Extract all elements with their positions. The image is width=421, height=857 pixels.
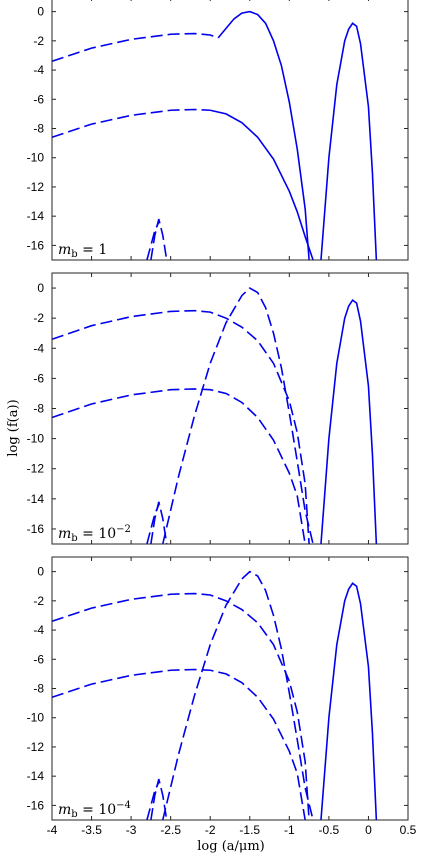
x-tick-label: -2 xyxy=(205,823,216,837)
x-tick-label: -1 xyxy=(284,823,295,837)
series-line-1-dashed xyxy=(51,592,310,821)
x-tick-label: 0 xyxy=(365,823,372,837)
y-tick-label: -10 xyxy=(27,432,45,446)
chart-panels: 0-2-4-6-8-10-12-14-16 mb = 10-2-4-6-8-10-… xyxy=(27,0,417,837)
y-tick-label: -14 xyxy=(27,209,45,223)
y-tick-label: -12 xyxy=(27,740,45,754)
x-tick-label: 0.5 xyxy=(400,823,417,837)
y-tick-label: -12 xyxy=(27,180,45,194)
panel-1-frame xyxy=(51,0,409,261)
series-line-2-dashed xyxy=(161,570,314,821)
y-tick-label: 0 xyxy=(37,565,44,579)
y-tick-label: -2 xyxy=(33,594,44,608)
y-tick-label: -12 xyxy=(27,462,45,476)
x-tick-label: -0.5 xyxy=(319,823,340,837)
series-line-3-dashed xyxy=(51,388,306,545)
y-tick-label: -8 xyxy=(33,682,44,696)
x-tick-label: -1.5 xyxy=(239,823,260,837)
y-tick-label: -2 xyxy=(33,34,44,48)
x-tick-label: -3 xyxy=(126,823,137,837)
series-line-1-dashed xyxy=(51,32,219,63)
panel-3-label: mb = 10−4 xyxy=(58,800,131,820)
series-line-4-dashed xyxy=(150,778,168,821)
series-line-6-solid xyxy=(320,298,378,545)
x-tick-label: -4 xyxy=(47,823,58,837)
y-tick-label: -8 xyxy=(33,402,44,416)
y-tick-label: -16 xyxy=(27,522,45,536)
y-tick-label: -10 xyxy=(27,711,45,725)
y-tick-label: -16 xyxy=(27,238,45,252)
y-tick-label: -6 xyxy=(33,371,44,385)
x-tick-label: -2.5 xyxy=(160,823,181,837)
y-tick-label: -14 xyxy=(27,492,45,506)
y-tick-label: -8 xyxy=(33,122,44,136)
y-tick-label: -4 xyxy=(33,341,44,355)
series-line-6-dashed xyxy=(146,221,160,261)
series-line-3-dashed xyxy=(51,108,211,139)
x-axis-label: log (a/μm) xyxy=(197,839,265,854)
panel-3: 0-2-4-6-8-10-12-14-16-4 -3.5 -3 -2.5 -2 -1.5-… xyxy=(27,556,417,837)
y-tick-label: -4 xyxy=(33,623,44,637)
series-line-4-dashed xyxy=(150,501,168,545)
x-tick-label: -3.5 xyxy=(81,823,102,837)
series-line-2-dashed xyxy=(161,287,314,545)
series-line-4-solid xyxy=(210,109,314,261)
panel-2-frame xyxy=(51,272,409,545)
series-line-5-dashed xyxy=(146,504,160,545)
panel-2: 0 -2 -4 -6 -8 -10 -12 -14 -16 mb = 10−2 xyxy=(27,272,409,545)
panel-3-curves xyxy=(51,570,378,821)
series-line-5-dashed xyxy=(150,218,168,261)
series-line-5-dashed xyxy=(146,781,160,821)
y-tick-label: -10 xyxy=(27,151,45,165)
series-line-2-solid xyxy=(217,10,310,261)
y-tick-label: -4 xyxy=(33,63,44,77)
series-line-6-solid xyxy=(320,582,378,821)
panel-2-label: mb = 10−2 xyxy=(58,524,131,544)
y-tick-label: -6 xyxy=(33,652,44,666)
panel-2-curves xyxy=(51,287,378,545)
series-line-3-dashed xyxy=(51,668,306,821)
y-tick-label: 0 xyxy=(37,5,44,19)
y-tick-label: 0 xyxy=(37,281,44,295)
y-tick-label: -6 xyxy=(33,92,44,106)
y-tick-label: -16 xyxy=(27,798,45,812)
panel-3-frame xyxy=(51,556,409,821)
panel-1-curves xyxy=(51,10,378,261)
y-tick-label: -14 xyxy=(27,769,45,783)
y-tick-label: -2 xyxy=(33,311,44,325)
series-line-1-dashed xyxy=(51,309,310,545)
panel-1: 0 -2 -4 -6 -8 -10 -12 -14 -16 mb = 1 xyxy=(27,0,409,261)
panel-1-label: mb = 1 xyxy=(58,242,107,260)
y-axis-label: log (f(a)) xyxy=(6,399,21,456)
series-line-7-solid xyxy=(320,22,378,261)
